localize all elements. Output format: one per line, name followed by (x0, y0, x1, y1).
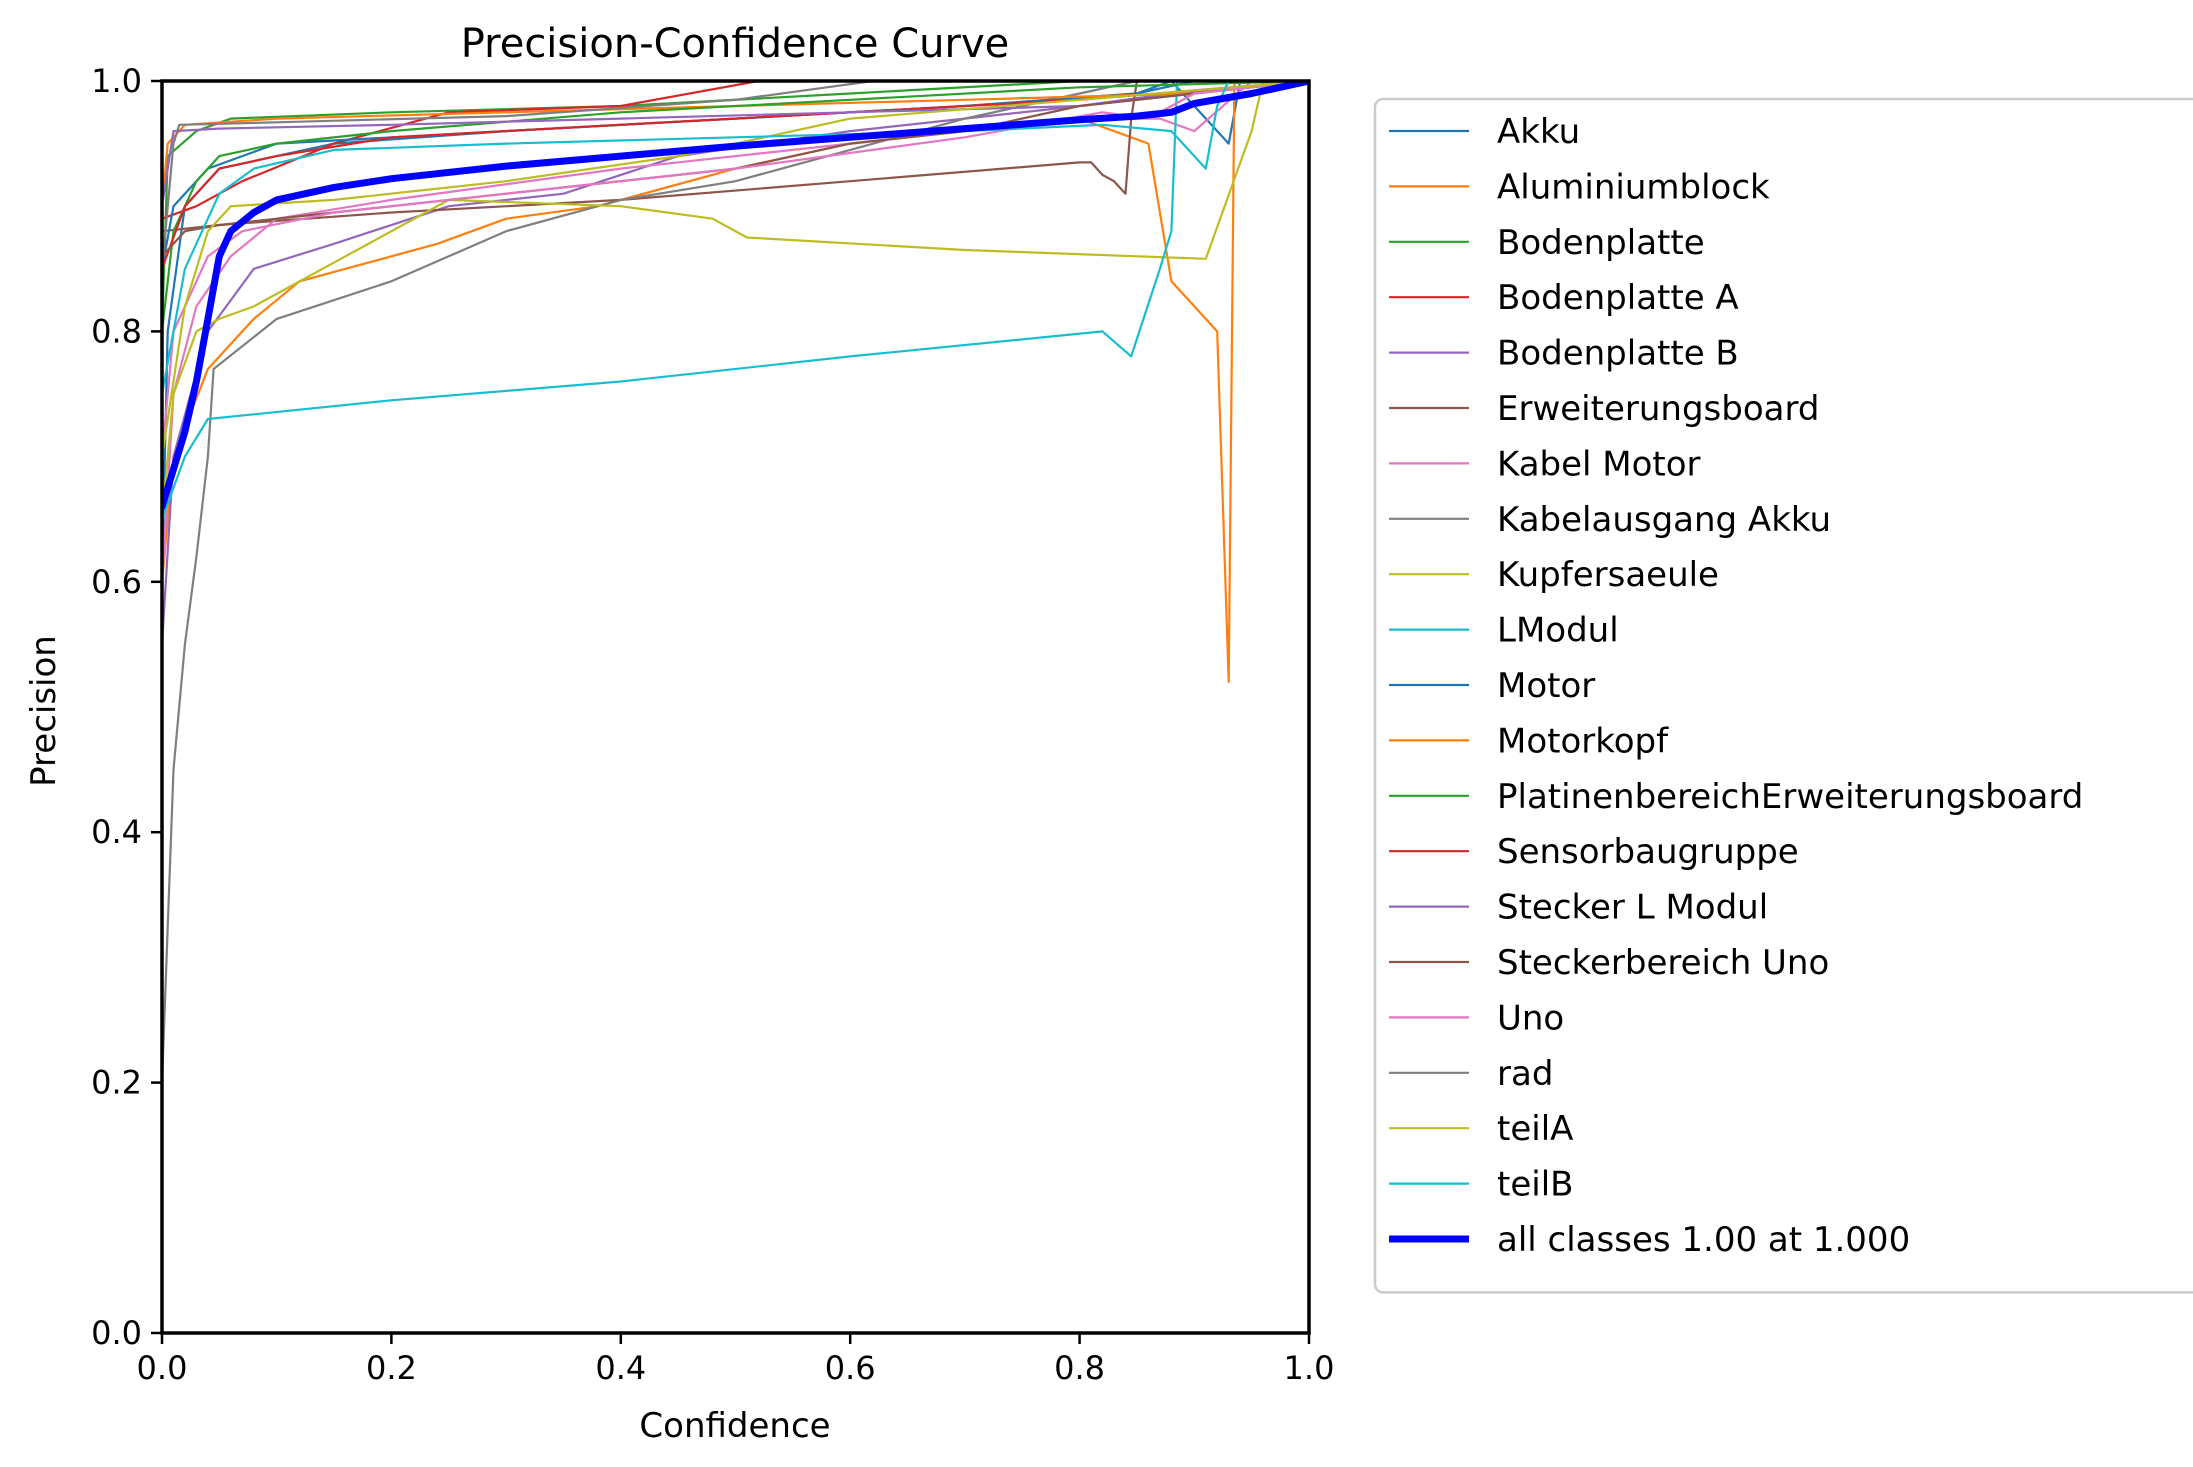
y-tick-label: 0.6 (91, 563, 142, 601)
series-line-bodenplatte-a (162, 81, 1309, 220)
series-line-lmodul (162, 81, 1309, 521)
legend-label: Akku (1497, 112, 1580, 152)
series-line-teila (162, 81, 1309, 458)
y-tick-label: 0.0 (91, 1314, 142, 1352)
legend-label: Kabel Motor (1497, 444, 1701, 484)
legend-label: Bodenplatte A (1497, 278, 1739, 318)
y-tick-label: 0.4 (91, 813, 142, 851)
y-tick-label: 0.2 (91, 1064, 142, 1102)
legend-label: teilB (1497, 1165, 1573, 1205)
series-line-kabelausgang-akku (162, 81, 1309, 1084)
legend-label: Kabelausgang Akku (1497, 500, 1831, 540)
legend-label: Uno (1497, 998, 1564, 1038)
x-tick-label: 0.0 (137, 1349, 188, 1387)
y-tick-label: 0.8 (91, 312, 142, 350)
legend-label: Kupfersaeule (1497, 555, 1719, 595)
x-tick-label: 0.8 (1054, 1349, 1105, 1387)
series-line-kabel-motor (162, 81, 1309, 583)
legend-label: LModul (1497, 611, 1619, 651)
series-line-rad (162, 81, 1309, 270)
legend-label: Steckerbereich Uno (1497, 943, 1829, 983)
x-axis-label: Confidence (639, 1406, 830, 1446)
legend-label: Sensorbaugruppe (1497, 832, 1799, 872)
y-axis-label: Precision (24, 635, 64, 787)
legend-box (1373, 97, 2193, 1294)
x-tick-label: 0.4 (595, 1349, 646, 1387)
x-tick-label: 1.0 (1284, 1349, 1335, 1387)
series-line-bodenplatte (162, 81, 1309, 333)
x-tick-label: 0.6 (825, 1349, 876, 1387)
y-tick-label: 1.0 (91, 62, 142, 100)
legend-label: Erweiterungsboard (1497, 389, 1819, 429)
legend: Akku Aluminiumblock Bodenplatte Bodenplatte… (1373, 97, 2193, 1294)
series-line-all-classes-1.00-at-1.000 (162, 81, 1309, 511)
legend-label: Bodenplatte B (1497, 334, 1739, 374)
legend-label: teilA (1497, 1109, 1573, 1149)
legend-label: all classes 1.00 at 1.000 (1497, 1220, 1910, 1260)
legend-label: Aluminiumblock (1497, 167, 1770, 207)
chart-title: Precision-Confidence Curve (461, 21, 1010, 67)
series-line-sensorbaugruppe (162, 81, 1309, 270)
legend-label: Stecker L Modul (1497, 888, 1768, 928)
legend-label: PlatinenbereichErweiterungsboard (1497, 777, 2083, 817)
legend-label: Bodenplatte (1497, 223, 1705, 263)
legend-label: Motor (1497, 666, 1595, 706)
legend-label: rad (1497, 1054, 1553, 1094)
legend-label: Motorkopf (1497, 721, 1669, 761)
plot-frame (160, 79, 1311, 1335)
x-tick-label: 0.2 (366, 1349, 417, 1387)
plot-area (162, 81, 1309, 1084)
